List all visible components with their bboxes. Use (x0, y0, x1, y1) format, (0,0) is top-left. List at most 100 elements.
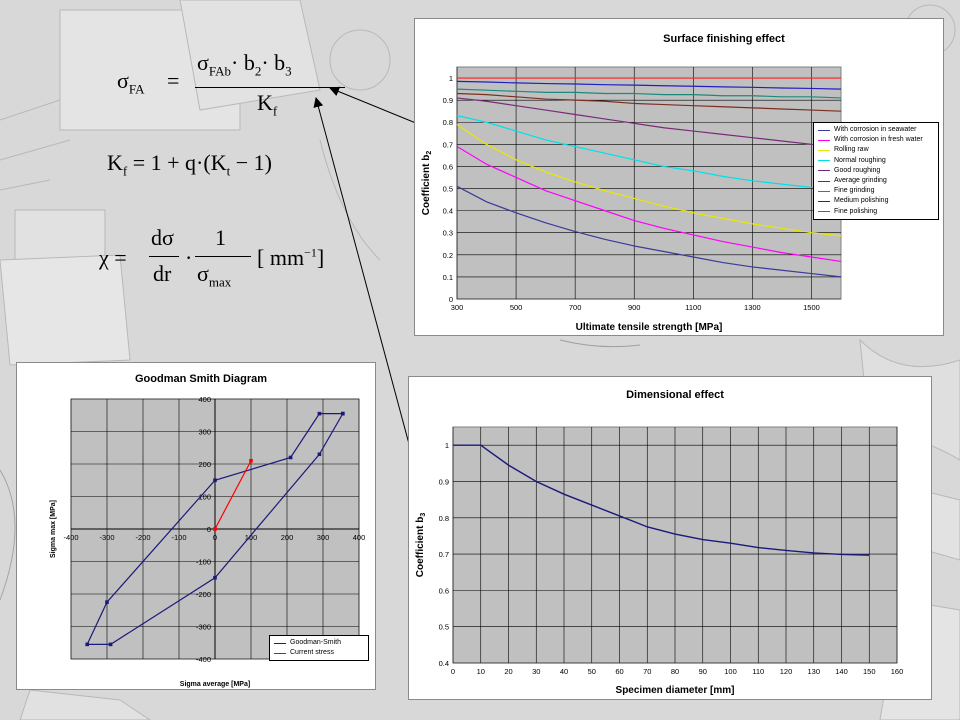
formula-fatigue-notch-factor: Kf = 1 + q·(Kt − 1) (107, 150, 347, 190)
legend-label: Normal roughing (834, 156, 886, 164)
x-tick-label: 1100 (685, 303, 701, 312)
x-tick-label: 1300 (744, 303, 761, 312)
x-tick-label: 400 (353, 533, 366, 542)
f1-num-rest2: · b (261, 50, 286, 75)
series-line (86, 413, 344, 645)
data-point (213, 478, 217, 483)
legend-entry: Average grinding (818, 176, 934, 186)
y-tick-label: 0.8 (439, 514, 449, 523)
legend-entry: Fine grinding (818, 186, 934, 196)
x-tick-label: -300 (99, 533, 114, 542)
y-tick-label: 0.4 (439, 659, 449, 668)
dimensional-effect-chart: 0 10 20 30 40 50 60 70 80 90 100 110 120 130 140 150 160… (415, 426, 903, 696)
legend-swatch (274, 642, 286, 644)
y-tick-label: 0 (449, 295, 453, 304)
f3-lhs: χ = (99, 245, 127, 270)
x-tick-label: 300 (317, 533, 330, 542)
y-tick-label: 0.9 (443, 96, 453, 105)
x-tick-label: 90 (699, 667, 707, 676)
f1-lhs: σ (117, 68, 129, 93)
legend-swatch (818, 190, 830, 192)
data-point (105, 600, 109, 604)
chart-title: Surface finishing effect (663, 33, 785, 45)
x-tick-label: 1500 (803, 303, 820, 312)
f1-den-sub: f (272, 103, 278, 119)
series-line (456, 146, 842, 263)
f1-num-b3sub: 3 (285, 63, 292, 79)
y-axis-label: Coefficient b2 (421, 151, 433, 216)
legend-swatch (818, 170, 830, 172)
legend-entry: Normal roughing (818, 156, 934, 166)
formula-panel: σFA = σFAb· b2· b3 Kf Kf = 1 + q·(Kt − 1… (95, 30, 345, 300)
f1-fraction-bar (195, 87, 345, 88)
f3-unit: [ mm (257, 245, 305, 270)
x-tick-label: 100 (724, 667, 737, 676)
x-tick-label: 300 (451, 303, 464, 312)
f1-lhs-sub: FA (128, 81, 145, 97)
legend-swatch (818, 160, 830, 162)
y-tick-label: 0.9 (439, 477, 449, 486)
legend-entry: Good roughing (818, 166, 934, 176)
formula-fatigue-limit: σFA = σFAb· b2· b3 Kf (117, 50, 357, 120)
y-tick-label: 0.2 (443, 251, 453, 260)
x-tick-label: 110 (752, 667, 764, 676)
x-tick-label: -200 (135, 533, 150, 542)
plot-area (456, 66, 842, 300)
f3-fraction-bar-2 (195, 256, 251, 257)
f1-num-sub: FAb (208, 63, 232, 79)
x-tick-label: 10 (477, 667, 485, 676)
x-tick-label: 150 (863, 667, 876, 676)
data-point (249, 458, 253, 463)
y-tick-label: 1 (449, 74, 453, 83)
legend-swatch (818, 211, 830, 213)
series-line (456, 185, 842, 278)
y-tick-label: 0.7 (439, 550, 449, 559)
y-tick-label: 300 (198, 428, 211, 437)
arrow-b3 (313, 97, 417, 471)
x-tick-label: 20 (504, 667, 512, 676)
series-line (456, 80, 842, 90)
legend-label: Current stress (290, 649, 334, 657)
data-point (108, 642, 113, 647)
legend-entry: Rolling raw (818, 145, 934, 155)
x-axis-label: Specimen diameter [mm] (616, 685, 735, 696)
legend-entry: Goodman-Smith (274, 638, 364, 648)
legend-swatch (818, 139, 830, 141)
legend-label: Fine polishing (834, 207, 878, 215)
goodman-smith-chart-panel: Goodman Smith Diagram -400-300-200-10001… (16, 362, 376, 690)
f2-lhs: K (107, 150, 123, 175)
f3-den: dr (153, 261, 172, 286)
legend-swatch (818, 180, 830, 182)
chart-title: Dimensional effect (626, 389, 724, 401)
legend-entry: Medium polishing (818, 196, 934, 206)
x-tick-label: 900 (628, 303, 641, 312)
f3-dot: · (185, 245, 193, 270)
series-line (453, 444, 870, 556)
y-tick-label: -100 (196, 558, 211, 567)
x-axis-label: Ultimate tensile strength [MPa] (576, 322, 723, 333)
f3-den2-sub: max (208, 274, 232, 290)
y-tick-label: 0.6 (443, 162, 453, 171)
y-tick-label: 100 (198, 493, 211, 502)
series-line (456, 88, 842, 99)
data-point (213, 575, 217, 580)
legend-label: With corrosion in seawater (834, 126, 917, 133)
chart-title: Goodman Smith Diagram (134, 373, 268, 385)
f1-den: K (257, 90, 273, 115)
y-tick-label: 0.7 (443, 140, 453, 149)
legend-label: Fine grinding (834, 187, 875, 195)
legend-entry: Fine polishing (818, 207, 934, 217)
x-tick-label: 40 (560, 667, 568, 676)
data-point (85, 642, 89, 647)
x-tick-label: 130 (807, 667, 820, 676)
legend-entry: With corrosion in fresh water (818, 135, 934, 145)
f2-lhs-sub: f (122, 163, 128, 179)
data-point (341, 411, 345, 416)
x-tick-label: 120 (780, 667, 793, 676)
y-tick-label: -200 (196, 590, 211, 599)
legend-label: With corrosion in fresh water (834, 136, 923, 144)
f2-rhs-sub: t (226, 163, 231, 179)
y-tick-label: -400 (196, 655, 211, 664)
f1-num: σ (197, 50, 209, 75)
